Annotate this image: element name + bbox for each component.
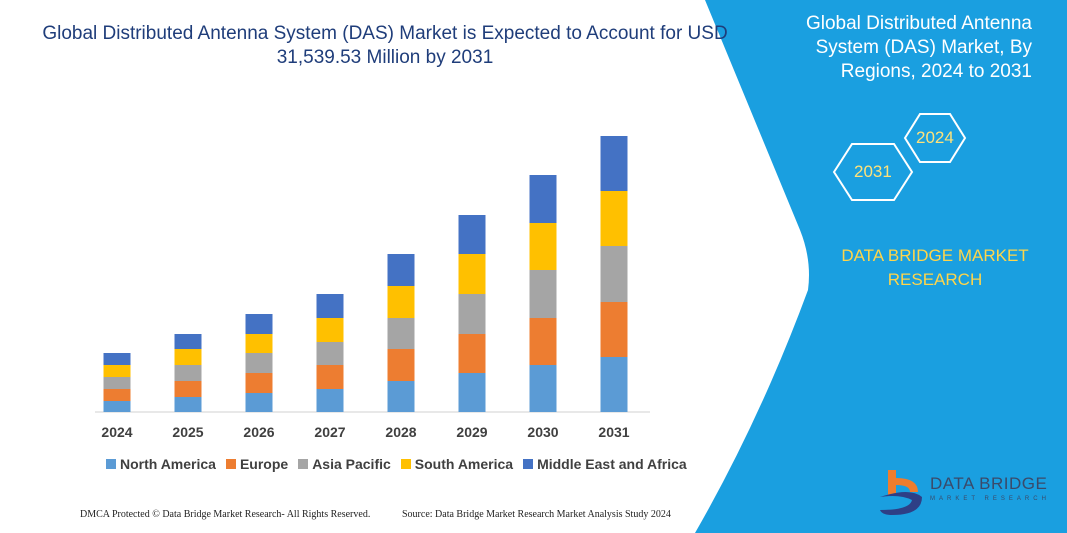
x-tick-label: 2029 — [456, 424, 488, 440]
legend-item: Middle East and Africa — [523, 456, 687, 472]
legend-swatch — [523, 459, 534, 469]
bar-segment — [245, 334, 273, 353]
bar-segment — [458, 334, 486, 373]
bar-segment — [387, 286, 415, 318]
legend-item: Asia Pacific — [298, 456, 391, 472]
legend-item: South America — [400, 456, 514, 472]
legend-label: South America — [414, 456, 514, 472]
bar-segment — [529, 175, 557, 223]
bar-segment — [387, 349, 415, 381]
hexagon-2031 — [832, 143, 914, 201]
bar-segment — [458, 215, 486, 254]
bar-segment — [529, 270, 557, 318]
bar-segment — [174, 349, 202, 365]
bar-segment — [316, 318, 344, 342]
legend-swatch — [298, 459, 309, 469]
bar-segment — [174, 381, 202, 397]
bar-segment — [174, 365, 202, 381]
bar-segment — [245, 353, 273, 373]
footer-source: Source: Data Bridge Market Research Mark… — [402, 509, 671, 520]
logo-icon — [880, 470, 922, 515]
bar-segment — [103, 365, 131, 377]
hexagon-2024 — [903, 113, 967, 163]
bar-segment — [600, 191, 628, 246]
bar-segment — [387, 254, 415, 286]
side-panel-title: Global Distributed Antenna System (DAS) … — [805, 13, 1032, 82]
x-tick-label: 2025 — [172, 424, 204, 440]
hex-label-2031: 2031 — [854, 162, 892, 181]
bar-segment — [174, 397, 202, 412]
bar-segment — [458, 254, 486, 294]
x-tick-label: 2031 — [598, 424, 630, 440]
bar-segment — [458, 294, 486, 334]
side-panel-shape — [695, 0, 1067, 533]
bar-segment — [387, 318, 415, 349]
bar-segment — [458, 373, 486, 412]
legend-swatch — [106, 459, 116, 469]
x-tick-label: 2026 — [243, 424, 275, 440]
bar-segment — [600, 302, 628, 357]
legend-label: North America — [120, 456, 216, 472]
legend-label: Middle East and Africa — [537, 456, 687, 472]
bar-segment — [600, 246, 628, 302]
footer-copyright: DMCA Protected © Data Bridge Market Rese… — [80, 509, 371, 520]
bar-segment — [103, 389, 131, 401]
brand-text: DATA BRIDGE MARKET RESEARCH — [841, 246, 1029, 289]
legend-item: Europe — [225, 456, 289, 472]
bar-segment — [316, 389, 344, 412]
bar-segment — [529, 318, 557, 365]
bar-segment — [245, 373, 273, 393]
hex-label-2024: 2024 — [916, 128, 954, 147]
bar-segment — [529, 223, 557, 270]
legend-item: North America — [106, 456, 216, 472]
bar-segment — [245, 314, 273, 334]
bar-segment — [600, 136, 628, 191]
legend-label: Asia Pacific — [312, 456, 391, 472]
bar-segment — [103, 353, 131, 365]
bar-segment — [600, 357, 628, 412]
x-tick-label: 2030 — [527, 424, 559, 440]
bar-segment — [103, 377, 131, 389]
bar-segment — [316, 342, 344, 365]
chart-title: Global Distributed Antenna System (DAS) … — [42, 23, 728, 68]
x-tick-label: 2028 — [385, 424, 417, 440]
bar-segment — [316, 365, 344, 389]
logo-text: DATA BRIDGE — [930, 474, 1048, 493]
bar-segment — [316, 294, 344, 318]
legend-swatch — [400, 459, 411, 469]
x-tick-label: 2024 — [101, 424, 133, 440]
bar-segment — [387, 381, 415, 412]
legend-swatch — [225, 459, 236, 469]
legend: North America Europe Asia Pacific South … — [106, 456, 687, 472]
legend-label: Europe — [239, 456, 289, 472]
bar-segment — [174, 334, 202, 349]
x-tick-label: 2027 — [314, 424, 346, 440]
bars — [103, 136, 628, 412]
logo-subtext: MARKET RESEARCH — [930, 496, 1050, 502]
bar-segment — [245, 393, 273, 412]
bar-segment — [529, 365, 557, 412]
bar-segment — [103, 401, 131, 412]
